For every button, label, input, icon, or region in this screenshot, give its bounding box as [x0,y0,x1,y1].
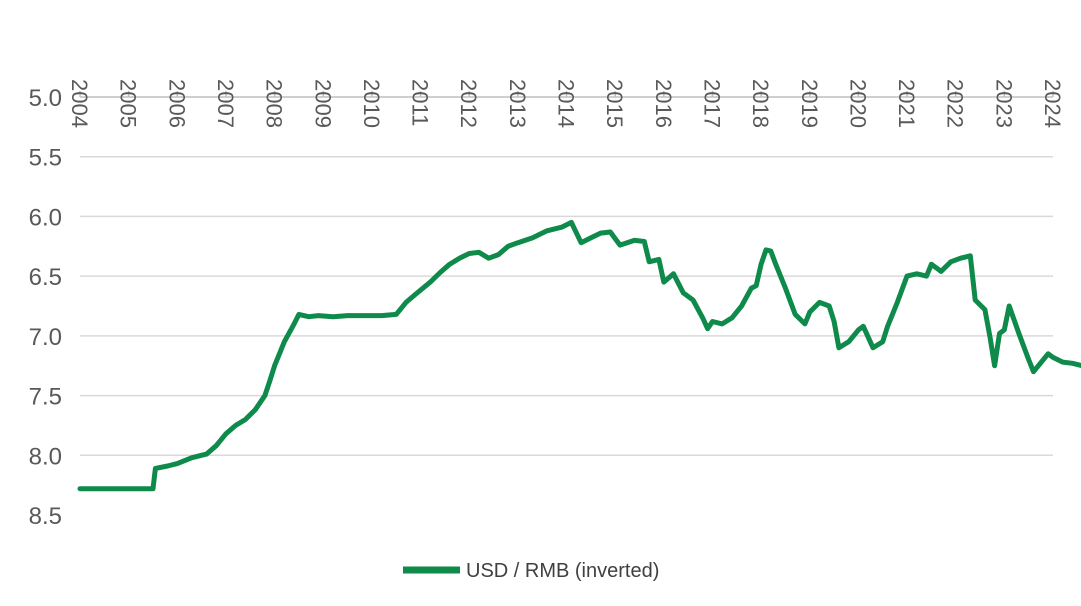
x-tick-label: 2015 [602,79,627,128]
y-tick-label: 5.0 [29,85,62,112]
x-tick-label: 2018 [748,79,773,128]
y-tick-label: 6.0 [29,204,62,231]
x-tick-label: 2014 [554,79,579,128]
y-tick-label: 8.0 [29,443,62,470]
x-tick-label: 2005 [116,79,141,128]
x-tick-label: 2022 [943,79,968,128]
gridlines [80,155,1053,457]
legend-label: USD / RMB (inverted) [466,560,659,582]
y-tick-label: 8.5 [29,503,62,530]
x-tick-label: 2021 [894,79,919,128]
x-tick-label: 2013 [505,79,530,128]
x-tick-label: 2006 [164,79,189,128]
x-tick-label: 2010 [359,79,384,128]
y-tick-labels: 5.0 5.5 6.0 6.5 7.0 7.5 8.0 8.5 [29,85,62,530]
x-tick-label: 2008 [262,79,287,128]
x-axis [79,91,1054,98]
legend: USD / RMB (inverted) [403,560,659,582]
x-tick-label: 2012 [456,79,481,128]
x-tick-label: 2019 [797,79,822,128]
y-tick-label: 7.0 [29,324,62,351]
x-tick-label: 2017 [699,79,724,128]
x-tick-label: 2004 [67,79,92,128]
x-tick-label: 2016 [651,79,676,128]
x-tick-label: 2020 [845,79,870,128]
y-tick-label: 7.5 [29,384,62,411]
x-tick-label: 2023 [991,79,1016,128]
x-tick-label: 2024 [1040,79,1065,128]
x-tick-label: 2011 [408,79,433,126]
x-tick-label: 2007 [213,79,238,128]
series-layer [77,219,1081,492]
series-line [77,219,1081,492]
x-tick-label: 2009 [310,79,335,128]
y-tick-label: 5.5 [29,145,62,172]
y-tick-label: 6.5 [29,264,62,291]
x-tick-labels: 2004 2005 2006 2007 2008 2009 2010 2011 2012 2013… [67,79,1065,128]
